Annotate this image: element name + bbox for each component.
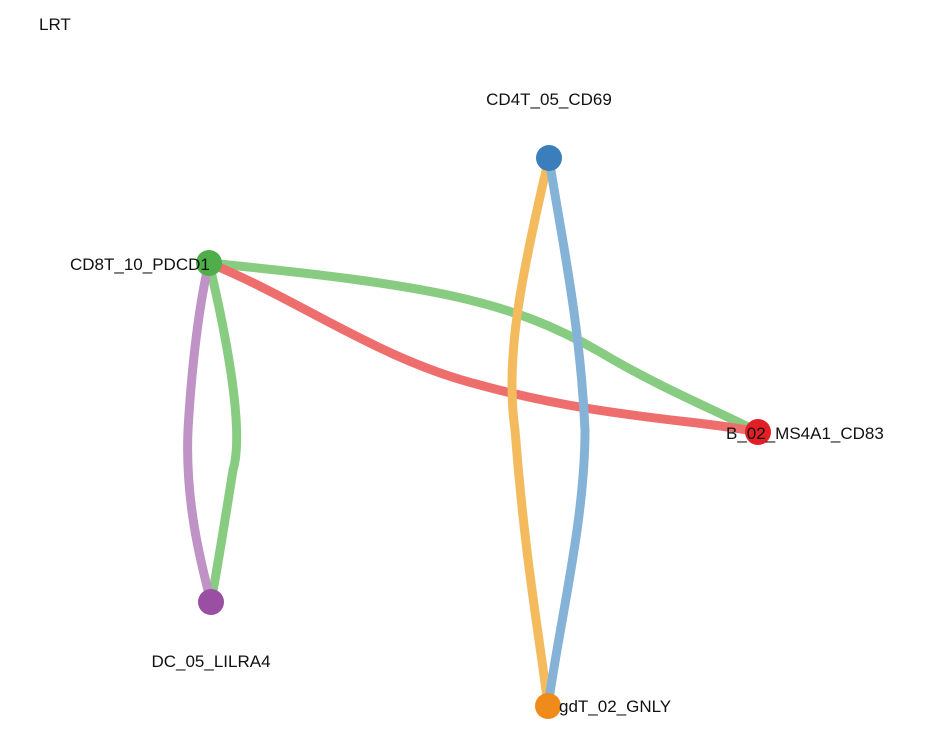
node-gdT_02_GNLY[interactable] (535, 693, 561, 719)
edge-CD4T_05_CD69-to-gdT_02_GNLY (507, 156, 554, 707)
edge-CD8T_10_PDCD1-to-B_02_MS4A1_CD83 (207, 258, 759, 437)
node-DC_05_LILRA4[interactable] (198, 589, 224, 615)
node-label-CD8T_10_PDCD1: CD8T_10_PDCD1 (70, 255, 210, 274)
node-B_02_MS4A1_CD83[interactable] (745, 419, 771, 445)
node-CD8T_10_PDCD1[interactable] (196, 250, 222, 276)
edge-gdT_02_GNLY-to-CD4T_05_CD69 (543, 157, 590, 707)
nodes-layer (196, 145, 771, 719)
edge-DC_05_LILRA4-to-CD8T_10_PDCD1 (183, 261, 216, 604)
node-label-gdT_02_GNLY: gdT_02_GNLY (559, 697, 671, 716)
node-CD4T_05_CD69[interactable] (536, 145, 562, 171)
edge-CD8T_10_PDCD1-to-B_02_MS4A1_CD83 (208, 258, 761, 436)
edges-layer (183, 156, 761, 707)
node-label-DC_05_LILRA4: DC_05_LILRA4 (151, 652, 270, 671)
node-label-CD4T_05_CD69: CD4T_05_CD69 (486, 90, 612, 109)
node-label-B_02_MS4A1_CD83: B_02_MS4A1_CD83 (726, 424, 884, 443)
panel-title: LRT (39, 15, 71, 34)
labels-layer: CD4T_05_CD69 CD8T_10_PDCD1 B_02_MS4A1_CD83… (70, 90, 884, 716)
edge-CD8T_10_PDCD1-to-DC_05_LILRA4 (204, 261, 242, 603)
